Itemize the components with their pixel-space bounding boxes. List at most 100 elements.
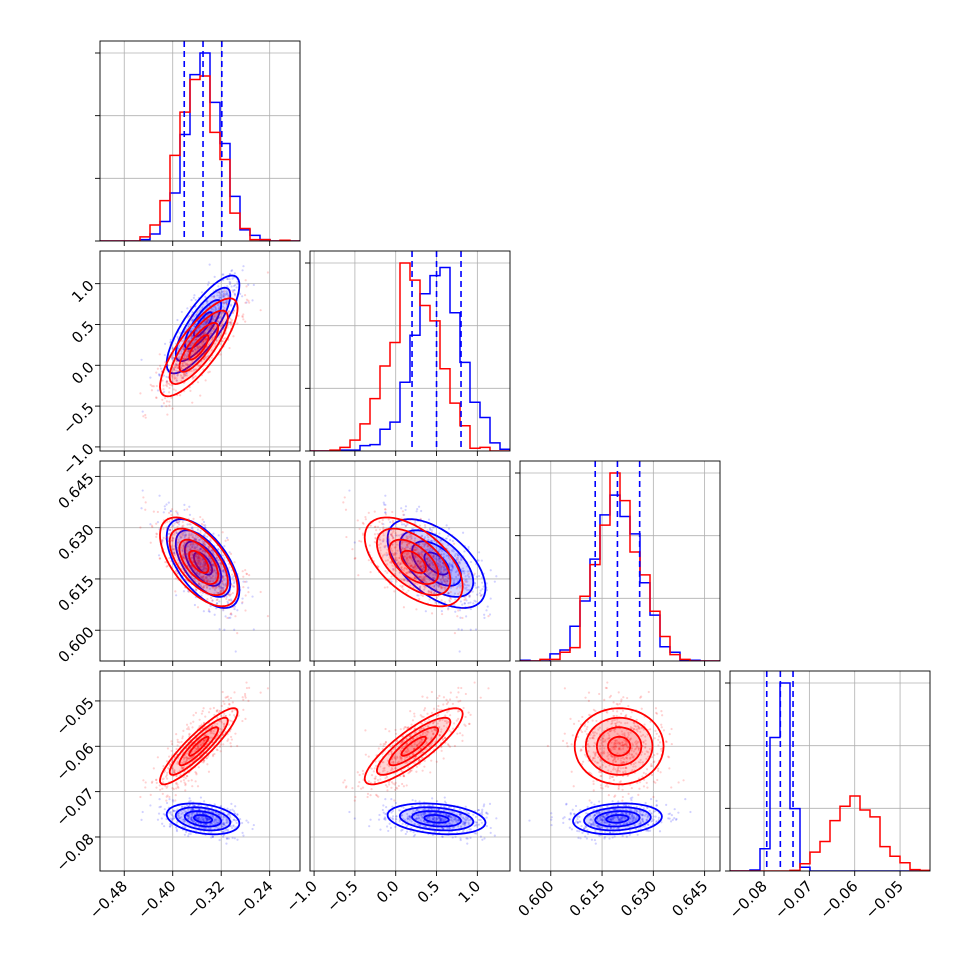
sample-point (242, 575, 245, 578)
sample-point (170, 518, 173, 521)
sample-point (235, 821, 238, 825)
sample-point (217, 813, 221, 816)
sample-point (176, 521, 179, 524)
sample-point (468, 594, 471, 598)
sample-point (401, 510, 405, 513)
sample-point (176, 738, 179, 741)
sample-point (218, 292, 221, 295)
sample-point (174, 363, 177, 366)
sample-point (390, 533, 393, 536)
sample-point (217, 291, 220, 294)
sample-point (209, 826, 212, 830)
sample-point (202, 742, 205, 745)
sample-point (217, 307, 220, 310)
sample-point (166, 785, 169, 788)
sample-point (172, 769, 176, 772)
sample-point (207, 547, 210, 550)
sample-point (150, 781, 154, 784)
sample-point (476, 593, 479, 596)
sample-point (221, 318, 224, 321)
sample-point (175, 577, 178, 580)
sample-point (408, 579, 411, 583)
sample-point (438, 560, 441, 563)
sample-point (188, 513, 192, 516)
sample-point (376, 532, 379, 536)
sample-point (441, 562, 444, 565)
sample-point (241, 821, 244, 825)
sample-point (420, 590, 424, 593)
sample-point (382, 501, 385, 504)
sample-point (170, 560, 173, 563)
sample-point (218, 827, 221, 830)
sample-point (464, 579, 467, 582)
sample-point (210, 560, 213, 563)
sample-point (427, 568, 430, 572)
sample-point (188, 757, 191, 760)
sample-point (397, 534, 401, 537)
sample-point (159, 364, 162, 367)
sample-point (191, 542, 195, 545)
sample-point (162, 374, 165, 377)
sample-point (202, 740, 205, 743)
sample-point (205, 757, 209, 760)
sample-point (427, 591, 430, 594)
sample-point (217, 285, 220, 288)
sample-point (184, 374, 187, 377)
sample-point (185, 759, 188, 762)
sample-point (186, 508, 189, 511)
sample-point (221, 582, 225, 585)
sample-point (168, 391, 171, 394)
sample-point (199, 583, 202, 586)
sample-point (176, 762, 179, 765)
sample-point (224, 829, 227, 832)
sample-point (203, 324, 206, 327)
sample-point (429, 552, 433, 555)
sample-point (483, 616, 486, 619)
sample-point (453, 554, 457, 558)
sample-point (197, 559, 200, 562)
sample-point (191, 818, 194, 822)
density-fill-red (189, 335, 209, 360)
sample-point (438, 584, 441, 587)
sample-point (233, 837, 236, 840)
sample-point (190, 816, 193, 819)
sample-point (197, 555, 200, 558)
sample-point (353, 541, 356, 544)
sample-point (165, 375, 168, 378)
sample-point (243, 580, 247, 583)
sample-point (204, 816, 207, 819)
sample-point (189, 316, 193, 319)
sample-point (176, 366, 179, 370)
sample-point (188, 523, 191, 526)
sample-point (485, 589, 488, 592)
sample-point (184, 570, 187, 573)
sample-point (156, 389, 160, 392)
sample-point (197, 538, 201, 542)
sample-point (202, 542, 205, 546)
sample-point (210, 823, 214, 826)
sample-point (198, 325, 201, 328)
sample-point (245, 580, 248, 583)
sample-point (193, 577, 196, 580)
sample-point (206, 818, 209, 821)
sample-point (221, 733, 225, 736)
sample-point (168, 520, 171, 523)
sample-point (149, 793, 152, 796)
sample-point (425, 570, 428, 574)
sample-point (389, 533, 393, 536)
sample-point (367, 511, 370, 514)
sample-point (397, 564, 401, 567)
sample-point (442, 579, 445, 582)
sample-point (216, 585, 219, 588)
sample-point (191, 819, 194, 822)
sample-point (190, 543, 194, 546)
sample-point (245, 573, 249, 576)
sample-point (374, 537, 377, 540)
sample-point (224, 715, 227, 718)
sample-point (192, 720, 195, 723)
sample-point (410, 535, 413, 538)
sample-point (215, 607, 218, 610)
sample-point (221, 587, 224, 590)
sample-point (208, 575, 211, 578)
sample-point (225, 821, 228, 825)
